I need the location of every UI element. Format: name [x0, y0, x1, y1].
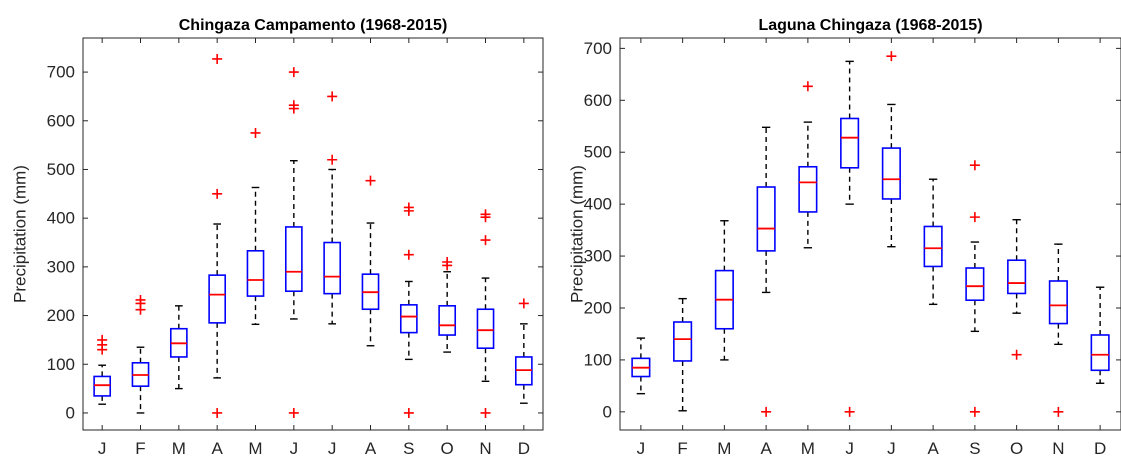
- outlier-marker: [212, 188, 223, 199]
- box-iqr: [881, 147, 901, 200]
- x-tick-label: J: [887, 439, 896, 458]
- box-iqr: [399, 304, 418, 334]
- x-tick-label: M: [172, 439, 186, 458]
- outlier-marker: [518, 298, 529, 309]
- x-tick-label: N: [1052, 439, 1064, 458]
- x-tick-label: J: [637, 439, 646, 458]
- y-tick-label: 0: [603, 402, 612, 421]
- box-iqr: [840, 117, 860, 169]
- plot-frame-1: [619, 37, 1121, 431]
- outlier-marker: [480, 235, 491, 246]
- y-tick-label: 600: [47, 111, 75, 130]
- box-iqr: [93, 375, 112, 397]
- outlier-marker: [761, 406, 772, 417]
- y-tick-label: 300: [47, 257, 75, 276]
- outlier-marker: [442, 257, 453, 267]
- box-iqr: [438, 305, 457, 336]
- y-tick-label: 600: [584, 91, 612, 110]
- x-tick-label: J: [845, 439, 854, 458]
- x-tick-label: A: [211, 439, 223, 458]
- x-tick-label: O: [1010, 439, 1023, 458]
- y-tick-label: 0: [66, 403, 75, 422]
- x-tick-label: S: [403, 439, 414, 458]
- x-tick-label: M: [717, 439, 731, 458]
- outlier-marker: [969, 212, 980, 223]
- outlier-marker: [288, 100, 299, 111]
- y-tick-label: 700: [584, 39, 612, 58]
- x-tick-label: A: [365, 439, 377, 458]
- y-axis-label-0: Precipitation (mm): [11, 165, 30, 303]
- box-iqr: [798, 165, 818, 213]
- box-iqr: [673, 321, 693, 362]
- x-tick-label: F: [135, 439, 145, 458]
- box-iqr: [284, 226, 303, 293]
- outlier-marker: [327, 154, 338, 165]
- box-iqr: [208, 274, 227, 324]
- y-tick-label: 200: [584, 298, 612, 317]
- y-tick-label: 100: [47, 355, 75, 374]
- outlier-marker: [480, 209, 491, 220]
- outlier-marker: [288, 407, 299, 418]
- x-tick-label: S: [969, 439, 980, 458]
- chart-title-1: Laguna Chingaza (1968-2015): [758, 17, 982, 34]
- y-tick-label: 400: [47, 209, 75, 228]
- outlier-marker: [802, 81, 813, 92]
- box-iqr: [476, 308, 495, 349]
- box-iqr: [923, 225, 943, 268]
- outlier-marker: [969, 406, 980, 417]
- outlier-marker: [212, 407, 223, 418]
- x-tick-label: J: [290, 439, 299, 458]
- outlier-marker: [886, 51, 897, 62]
- box-iqr: [323, 241, 342, 295]
- plot-frame-0: [82, 37, 544, 431]
- x-tick-label: O: [441, 439, 454, 458]
- outlier-marker: [1011, 349, 1022, 360]
- box-iqr: [1048, 280, 1068, 325]
- x-tick-label: N: [479, 439, 491, 458]
- x-tick-label: J: [98, 439, 107, 458]
- outlier-marker: [135, 294, 146, 305]
- x-tick-label: A: [760, 439, 772, 458]
- outlier-marker: [288, 67, 299, 78]
- y-tick-label: 300: [584, 247, 612, 266]
- box-iqr: [1007, 259, 1027, 295]
- x-tick-label: J: [328, 439, 337, 458]
- outlier-marker: [403, 407, 414, 418]
- y-tick-label: 400: [584, 195, 612, 214]
- y-tick-label: 500: [584, 143, 612, 162]
- box-iqr: [1090, 334, 1110, 372]
- outlier-marker: [97, 334, 108, 345]
- x-tick-label: D: [518, 439, 530, 458]
- outlier-marker: [844, 406, 855, 417]
- y-tick-label: 500: [47, 160, 75, 179]
- outlier-marker: [969, 160, 980, 171]
- y-axis-label-1: Precipitation (mm): [568, 165, 587, 303]
- outlier-marker: [403, 249, 414, 260]
- y-tick-label: 200: [47, 306, 75, 325]
- outlier-marker: [480, 407, 491, 418]
- chart-title-0: Chingaza Campamento (1968-2015): [179, 17, 448, 34]
- box-iqr: [756, 186, 776, 252]
- outlier-marker: [212, 53, 223, 64]
- box-iqr: [965, 267, 985, 301]
- x-tick-label: M: [801, 439, 815, 458]
- outlier-marker: [327, 91, 338, 102]
- outlier-marker: [250, 127, 261, 138]
- y-tick-label: 100: [584, 350, 612, 369]
- x-tick-label: A: [927, 439, 939, 458]
- outlier-marker: [403, 202, 414, 213]
- outlier-marker: [1053, 406, 1064, 417]
- x-tick-label: F: [677, 439, 687, 458]
- outlier-marker: [365, 175, 376, 186]
- box-iqr: [246, 250, 265, 297]
- x-tick-label: M: [248, 439, 262, 458]
- y-tick-label: 700: [47, 63, 75, 82]
- x-tick-label: D: [1094, 439, 1106, 458]
